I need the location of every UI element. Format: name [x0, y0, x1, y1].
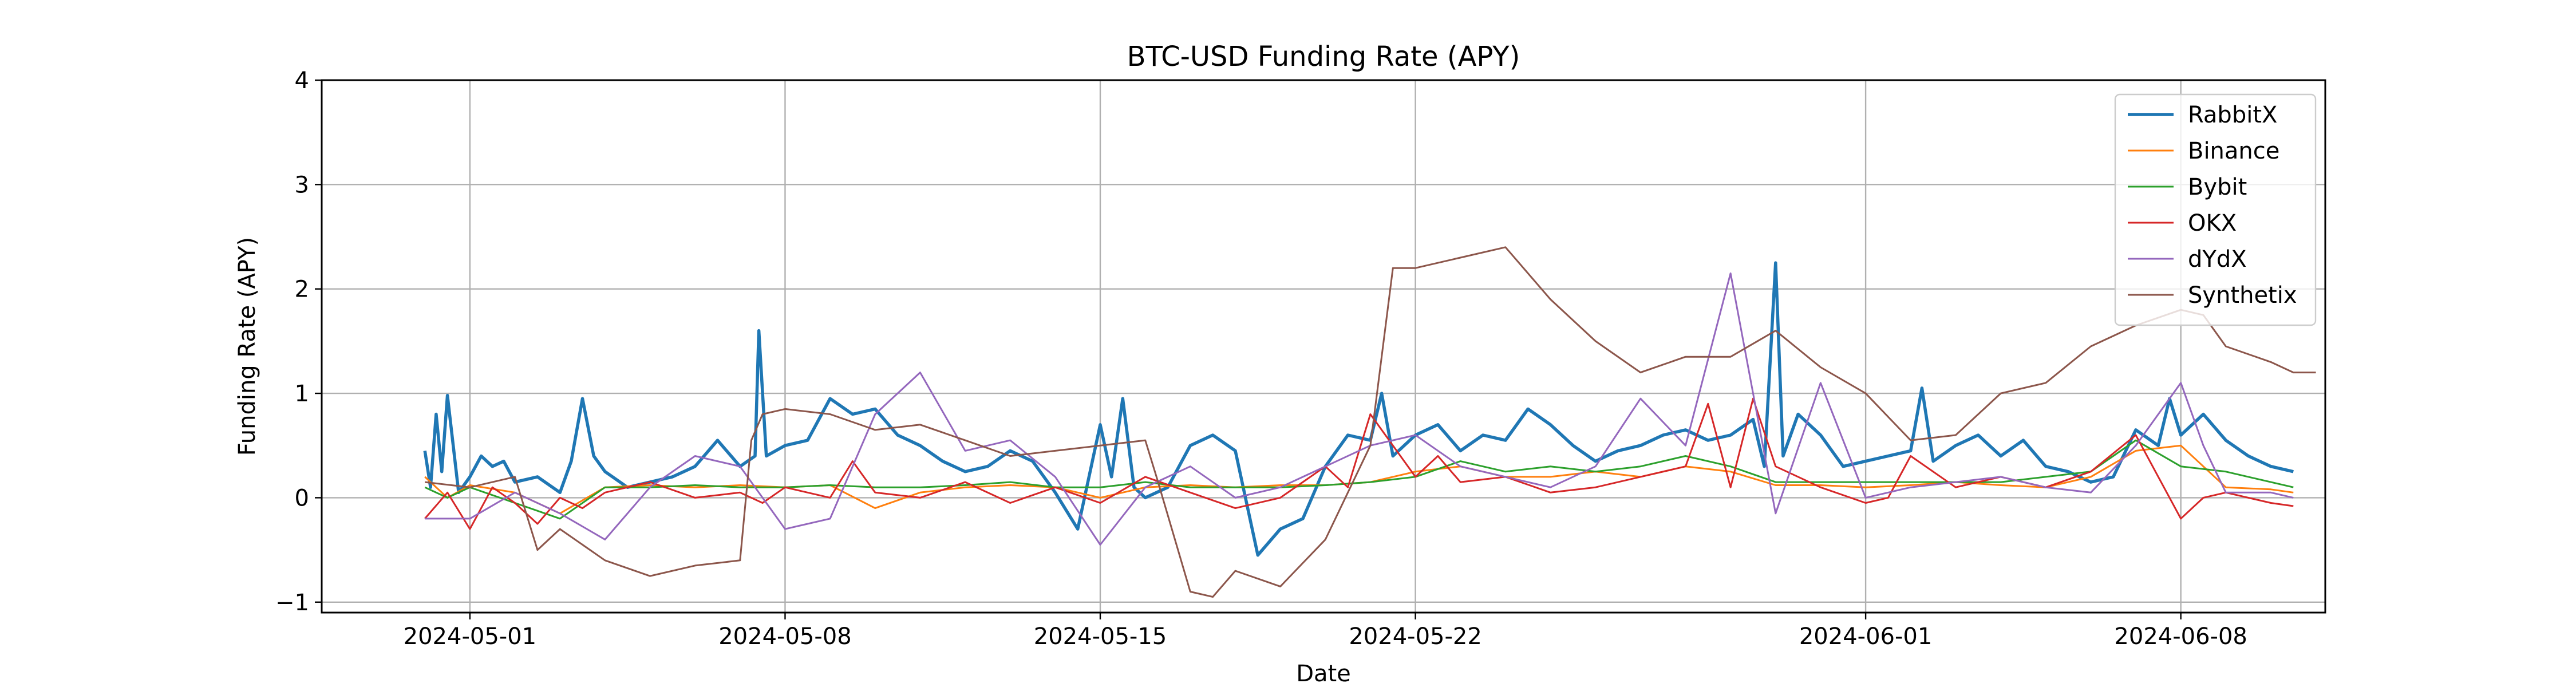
x-tick-label: 2024-05-22: [1349, 623, 1481, 650]
legend-box: [2114, 93, 2317, 326]
y-tick-label: 4: [295, 68, 309, 94]
x-tick-label: 2024-06-01: [1799, 623, 1932, 650]
x-tick-label: 2024-06-08: [2114, 623, 2247, 650]
chart-title: BTC-USD Funding Rate (APY): [1127, 41, 1520, 73]
x-tick-label: 2024-05-15: [1034, 623, 1167, 650]
y-tick-label: 0: [295, 485, 309, 511]
x-tick-label: 2024-05-01: [404, 623, 536, 650]
y-axis-label: Funding Rate (APY): [234, 237, 260, 456]
legend-label-dydx: dYdX: [2188, 246, 2247, 273]
series-line-okx: [424, 397, 2294, 530]
series-line-rabbitx: [423, 261, 2294, 557]
legend-label-synthetix: Synthetix: [2188, 282, 2297, 309]
legend-label-bybit: Bybit: [2188, 174, 2247, 200]
legend: RabbitX Binance Bybit OKX dYdX Synthetix: [2114, 93, 2317, 326]
y-tick-label: 2: [295, 277, 309, 303]
series-line-synthetix: [425, 246, 2316, 598]
plot-area-frame: [321, 79, 2326, 614]
x-axis-label: Date: [1296, 661, 1351, 687]
legend-label-binance: Binance: [2188, 138, 2279, 164]
y-tick-label: −1: [275, 590, 309, 616]
y-tick-label: 3: [295, 172, 309, 198]
axis-ticks: −1 0 1 2 3 4 2024-05-01 2024-05-08 2024-05-15 202…: [275, 68, 2247, 650]
y-tick-label: 1: [295, 381, 309, 407]
x-tick-label: 2024-05-08: [718, 623, 851, 650]
series-lines: [423, 246, 2316, 598]
legend-label-okx: OKX: [2188, 210, 2237, 236]
series-line-bybit: [424, 439, 2294, 520]
legend-label-rabbitx: RabbitX: [2188, 102, 2277, 128]
